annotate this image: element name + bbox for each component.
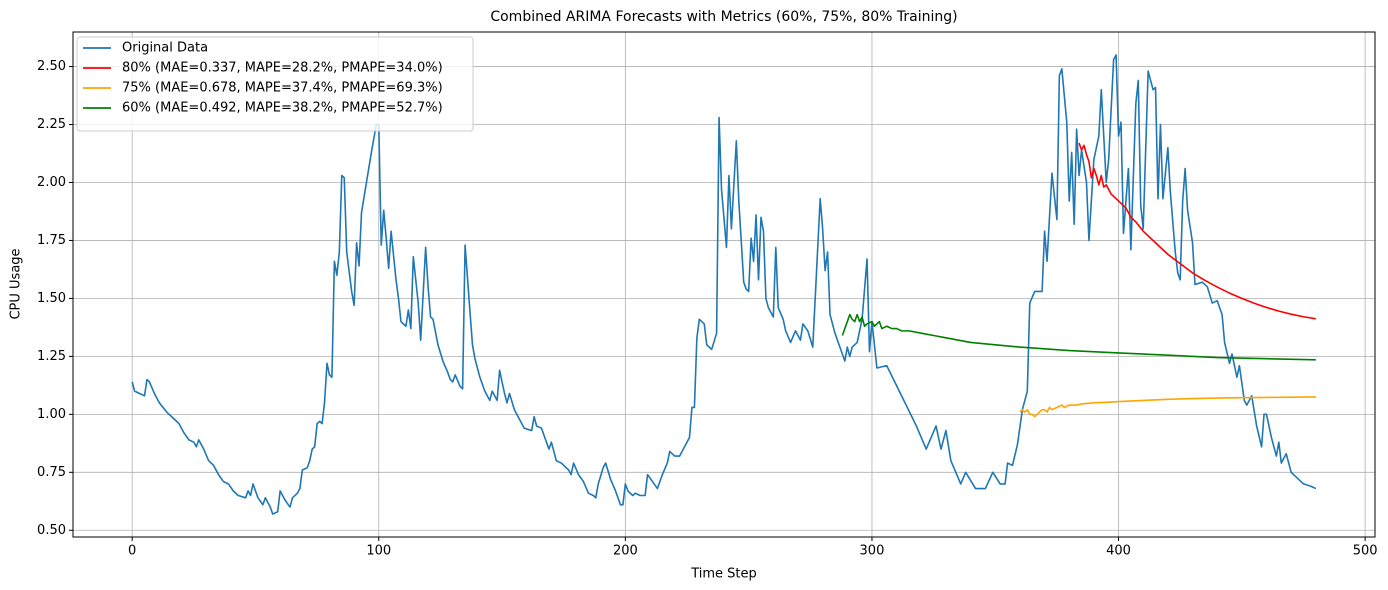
x-tick-label: 100 (366, 544, 391, 559)
series-line (1019, 396, 1316, 418)
y-axis-label: CPU Usage (9, 248, 24, 319)
x-tick-label: 400 (1106, 544, 1131, 559)
y-tick-label: 0.75 (37, 465, 66, 480)
y-tick-label: 1.75 (37, 233, 66, 248)
series-line (131, 54, 1317, 515)
series-line (1078, 142, 1316, 320)
legend-label: 60% (MAE=0.492, MAPE=38.2%, PMAPE=52.7%) (122, 101, 443, 116)
legend-label: Original Data (122, 41, 208, 56)
x-tick-label: 0 (128, 544, 136, 559)
y-tick-label: 1.50 (37, 291, 66, 306)
x-tick-label: 300 (860, 544, 885, 559)
y-tick-label: 1.00 (37, 407, 66, 422)
x-tick-label: 500 (1353, 544, 1378, 559)
series-line (841, 313, 1316, 361)
y-tick-label: 2.25 (37, 117, 66, 132)
legend: Original Data 80% (MAE=0.337, MAPE=28.2%,… (76, 36, 474, 132)
plot-frame (72, 31, 1376, 538)
legend-label: 75% (MAE=0.678, MAPE=37.4%, PMAPE=69.3%) (122, 81, 443, 96)
y-tick-label: 1.25 (37, 349, 66, 364)
legend-box (76, 36, 474, 132)
legend-label: 80% (MAE=0.337, MAPE=28.2%, PMAPE=34.0%) (122, 61, 443, 76)
x-axis-label: Time Step (690, 567, 757, 582)
y-tick-label: 2.50 (37, 59, 66, 74)
chart-title: Combined ARIMA Forecasts with Metrics (6… (490, 9, 957, 25)
y-tick-label: 2.00 (37, 175, 66, 190)
y-tick-label: 0.50 (37, 523, 66, 538)
x-tick-label: 200 (613, 544, 638, 559)
